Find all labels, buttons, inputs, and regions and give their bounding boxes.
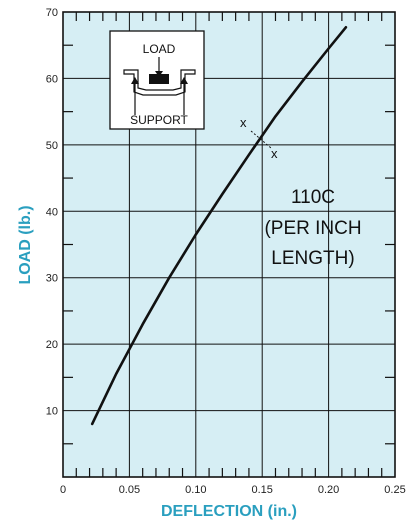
- curve-label: 110C (PER INCH LENGTH): [264, 187, 361, 269]
- inset-diagram: LOAD SUPPORT: [109, 30, 205, 130]
- y-tick-label: 20: [46, 339, 58, 351]
- y-tick-label: 40: [46, 206, 58, 218]
- series-group: [90, 25, 348, 426]
- marker-x-lower: x: [271, 146, 278, 161]
- inset-support-arrowhead-right: [180, 77, 188, 84]
- curve-label-line-3: LENGTH): [271, 248, 354, 269]
- inset-load-label: LOAD: [143, 42, 176, 56]
- inset-load-block: [149, 74, 169, 84]
- plot-frame: [62, 11, 396, 478]
- y-tick-label: 70: [46, 7, 58, 19]
- x-tick-label: 0.05: [119, 484, 140, 496]
- marker-connector: [250, 130, 272, 149]
- minor-ticks: [63, 12, 395, 477]
- series-line: [90, 25, 348, 426]
- curve-label-line-1: 110C: [291, 187, 335, 208]
- x-tick-label: 0.20: [318, 484, 339, 496]
- inset-support-arrowhead-left: [131, 77, 139, 84]
- y-tick-label: 60: [46, 73, 58, 85]
- x-tick-label: 0.25: [384, 484, 405, 496]
- inset-support-label: SUPPORT: [130, 113, 188, 127]
- y-tick-labels: 10 20 30 40 50 60 70: [46, 7, 58, 418]
- y-tick-label: 10: [46, 406, 58, 418]
- x-tick-label: 0: [60, 484, 66, 496]
- x-tick-label: 0.10: [185, 484, 206, 496]
- x-axis-title: DEFLECTION (in.): [161, 503, 297, 520]
- marker-group: x x: [240, 115, 278, 161]
- curve-label-line-2: (PER INCH: [264, 218, 361, 239]
- grid-lines: [63, 12, 395, 477]
- y-tick-label: 50: [46, 140, 58, 152]
- inset-gasket-profile: [123, 69, 196, 96]
- y-axis-title: LOAD (lb.): [17, 205, 34, 284]
- x-tick-label: 0.15: [251, 484, 272, 496]
- marker-x-upper: x: [240, 115, 247, 130]
- y-tick-label: 30: [46, 273, 58, 285]
- x-tick-labels: 0 0.05 0.10 0.15 0.20 0.25: [60, 484, 406, 496]
